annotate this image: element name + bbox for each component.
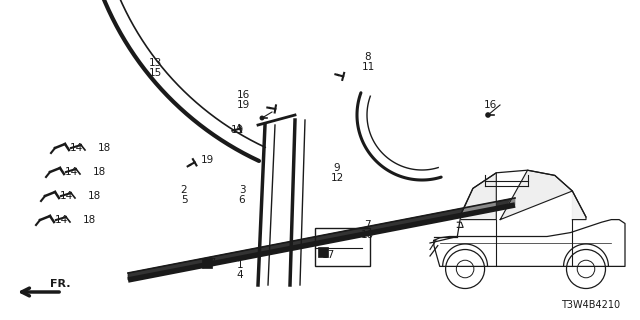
Text: 18: 18 bbox=[88, 191, 100, 201]
FancyBboxPatch shape bbox=[318, 247, 328, 257]
Text: 18: 18 bbox=[83, 215, 95, 225]
Text: 14: 14 bbox=[54, 215, 68, 225]
Text: 17: 17 bbox=[204, 258, 216, 268]
Text: 2
5: 2 5 bbox=[180, 185, 188, 205]
Text: 13
15: 13 15 bbox=[148, 58, 162, 78]
Text: 3
6: 3 6 bbox=[239, 185, 245, 205]
Text: 18: 18 bbox=[97, 143, 111, 153]
Polygon shape bbox=[572, 191, 586, 220]
Text: FR.: FR. bbox=[50, 279, 70, 289]
Polygon shape bbox=[461, 173, 496, 220]
Text: 19: 19 bbox=[230, 125, 244, 135]
Text: 1
4: 1 4 bbox=[237, 260, 243, 280]
Polygon shape bbox=[128, 198, 515, 280]
Text: 14: 14 bbox=[69, 143, 83, 153]
Text: 8
11: 8 11 bbox=[362, 52, 374, 72]
Polygon shape bbox=[500, 170, 572, 220]
Text: 14: 14 bbox=[65, 167, 77, 177]
Text: 9
12: 9 12 bbox=[330, 163, 344, 183]
Circle shape bbox=[486, 113, 490, 117]
Text: 14: 14 bbox=[60, 191, 72, 201]
Text: T3W4B4210: T3W4B4210 bbox=[561, 300, 620, 310]
Text: 17: 17 bbox=[321, 250, 335, 260]
Circle shape bbox=[260, 116, 264, 120]
Text: 18: 18 bbox=[92, 167, 106, 177]
Text: 7
10: 7 10 bbox=[360, 220, 374, 240]
FancyBboxPatch shape bbox=[202, 258, 212, 268]
Text: 19: 19 bbox=[200, 155, 214, 165]
Text: 16
19: 16 19 bbox=[236, 90, 250, 110]
Text: 16: 16 bbox=[483, 100, 497, 110]
